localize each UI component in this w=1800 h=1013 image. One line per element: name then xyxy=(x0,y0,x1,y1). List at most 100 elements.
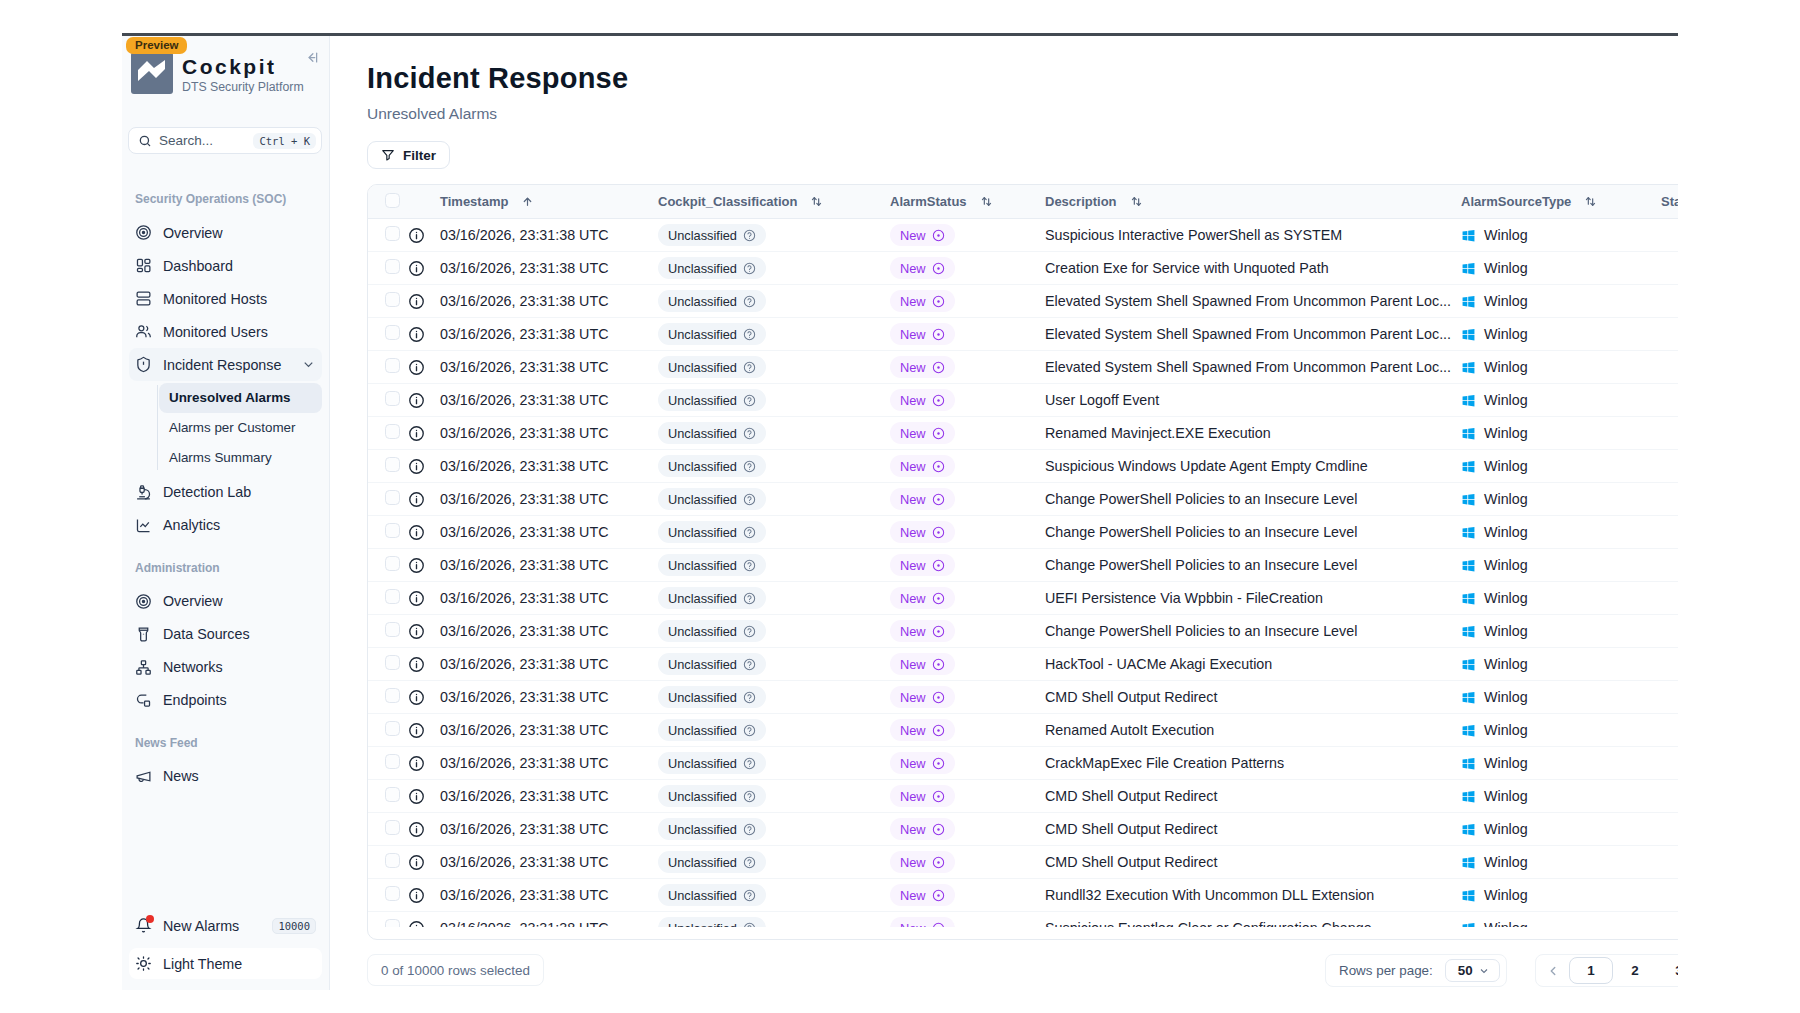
sidebar-item-news[interactable]: News xyxy=(129,760,322,793)
info-icon[interactable] xyxy=(408,854,425,871)
sidebar-item-incident-response[interactable]: Incident Response xyxy=(129,348,322,381)
row-checkbox[interactable] xyxy=(385,457,400,472)
filter-button[interactable]: Filter xyxy=(367,141,450,169)
row-checkbox[interactable] xyxy=(385,754,400,769)
page-button-2[interactable]: 2 xyxy=(1613,957,1657,984)
column-header-classification[interactable]: Cockpit_Classification xyxy=(658,194,890,209)
info-icon[interactable] xyxy=(408,788,425,805)
row-checkbox[interactable] xyxy=(385,853,400,868)
column-header-description[interactable]: Description xyxy=(1045,194,1461,209)
sidebar-subitem-alarms-per-customer[interactable]: Alarms per Customer xyxy=(159,413,322,443)
row-checkbox[interactable] xyxy=(385,688,400,703)
table-row[interactable]: 03/16/2026, 23:31:38 UTC Unclassified Ne… xyxy=(368,384,1678,417)
row-checkbox[interactable] xyxy=(385,787,400,802)
table-row[interactable]: 03/16/2026, 23:31:38 UTC Unclassified Ne… xyxy=(368,516,1678,549)
row-checkbox[interactable] xyxy=(385,655,400,670)
sidebar-item-data-sources[interactable]: Data Sources xyxy=(129,618,322,651)
sidebar-item-dashboard[interactable]: Dashboard xyxy=(129,249,322,282)
info-icon[interactable] xyxy=(408,392,425,409)
row-checkbox[interactable] xyxy=(385,886,400,901)
table-row[interactable]: 03/16/2026, 23:31:38 UTC Unclassified Ne… xyxy=(368,252,1678,285)
info-icon[interactable] xyxy=(408,722,425,739)
page-button-1[interactable]: 1 xyxy=(1569,957,1613,984)
theme-toggle-button[interactable]: Light Theme xyxy=(129,948,322,979)
info-icon[interactable] xyxy=(408,656,425,673)
row-checkbox[interactable] xyxy=(385,358,400,373)
table-row[interactable]: 03/16/2026, 23:31:38 UTC Unclassified Ne… xyxy=(368,483,1678,516)
sidebar-item-overview-soc[interactable]: Overview xyxy=(129,216,322,249)
info-icon[interactable] xyxy=(408,821,425,838)
info-icon[interactable] xyxy=(408,887,425,904)
info-icon[interactable] xyxy=(408,689,425,706)
row-checkbox[interactable] xyxy=(385,556,400,571)
sidebar-item-endpoints[interactable]: Endpoints xyxy=(129,684,322,717)
row-checkbox[interactable] xyxy=(385,589,400,604)
table-row[interactable]: 03/16/2026, 23:31:38 UTC Unclassified Ne… xyxy=(368,318,1678,351)
search-input[interactable]: Search... Ctrl + K xyxy=(128,127,322,154)
table-row[interactable]: 03/16/2026, 23:31:38 UTC Unclassified Ne… xyxy=(368,780,1678,813)
info-icon[interactable] xyxy=(408,326,425,343)
table-row[interactable]: 03/16/2026, 23:31:38 UTC Unclassified Ne… xyxy=(368,714,1678,747)
info-icon[interactable] xyxy=(408,359,425,376)
table-row[interactable]: 03/16/2026, 23:31:38 UTC Unclassified Ne… xyxy=(368,681,1678,714)
table-row[interactable]: 03/16/2026, 23:31:38 UTC Unclassified Ne… xyxy=(368,747,1678,780)
table-row[interactable]: 03/16/2026, 23:31:38 UTC Unclassified Ne… xyxy=(368,285,1678,318)
rows-per-page-select[interactable]: 50 xyxy=(1445,959,1500,982)
sidebar-item-monitored-hosts[interactable]: Monitored Hosts xyxy=(129,282,322,315)
row-checkbox[interactable] xyxy=(385,424,400,439)
sidebar-item-analytics[interactable]: Analytics xyxy=(129,509,322,542)
column-header-truncated[interactable]: Sta xyxy=(1661,194,1678,209)
select-all-checkbox[interactable] xyxy=(385,193,400,208)
sidebar-item-networks[interactable]: Networks xyxy=(129,651,322,684)
info-icon[interactable] xyxy=(408,458,425,475)
incident-response-children: Unresolved Alarms Alarms per Customer Al… xyxy=(129,383,322,472)
info-icon[interactable] xyxy=(408,557,425,574)
info-icon[interactable] xyxy=(408,260,425,277)
row-checkbox[interactable] xyxy=(385,490,400,505)
table-row[interactable]: 03/16/2026, 23:31:38 UTC Unclassified Ne… xyxy=(368,846,1678,879)
table-row[interactable]: 03/16/2026, 23:31:38 UTC Unclassified Ne… xyxy=(368,351,1678,384)
row-checkbox[interactable] xyxy=(385,226,400,241)
table-row[interactable]: 03/16/2026, 23:31:38 UTC Unclassified Ne… xyxy=(368,549,1678,582)
row-checkbox[interactable] xyxy=(385,622,400,637)
row-checkbox[interactable] xyxy=(385,259,400,274)
sidebar-item-overview-admin[interactable]: Overview xyxy=(129,585,322,618)
row-checkbox[interactable] xyxy=(385,820,400,835)
row-checkbox[interactable] xyxy=(385,721,400,736)
info-icon[interactable] xyxy=(408,590,425,607)
sidebar-item-detection-lab[interactable]: Detection Lab xyxy=(129,476,322,509)
table-row[interactable]: 03/16/2026, 23:31:38 UTC Unclassified Ne… xyxy=(368,582,1678,615)
table-row[interactable]: 03/16/2026, 23:31:38 UTC Unclassified Ne… xyxy=(368,219,1678,252)
sidebar-item-monitored-users[interactable]: Monitored Users xyxy=(129,315,322,348)
table-row[interactable]: 03/16/2026, 23:31:38 UTC Unclassified Ne… xyxy=(368,879,1678,912)
info-icon[interactable] xyxy=(408,524,425,541)
column-header-alarmstatus[interactable]: AlarmStatus xyxy=(890,194,1045,209)
info-icon[interactable] xyxy=(408,755,425,772)
info-icon[interactable] xyxy=(408,623,425,640)
table-row[interactable]: 03/16/2026, 23:31:38 UTC Unclassified Ne… xyxy=(368,615,1678,648)
table-row[interactable]: 03/16/2026, 23:31:38 UTC Unclassified Ne… xyxy=(368,417,1678,450)
info-icon[interactable] xyxy=(408,425,425,442)
previous-page-icon[interactable] xyxy=(1546,964,1560,978)
info-icon[interactable] xyxy=(408,491,425,508)
row-checkbox[interactable] xyxy=(385,523,400,538)
table-row[interactable]: 03/16/2026, 23:31:38 UTC Unclassified Ne… xyxy=(368,912,1678,927)
sidebar-subitem-alarms-summary[interactable]: Alarms Summary xyxy=(159,442,322,472)
row-checkbox[interactable] xyxy=(385,325,400,340)
column-header-timestamp[interactable]: Timestamp xyxy=(440,194,658,209)
column-header-alarmsourcetype[interactable]: AlarmSourceType xyxy=(1461,194,1661,209)
new-alarms-button[interactable]: New Alarms 10000 xyxy=(129,909,322,942)
info-icon[interactable] xyxy=(408,227,425,244)
status-label: New xyxy=(900,690,926,705)
info-icon[interactable] xyxy=(408,293,425,310)
table-row[interactable]: 03/16/2026, 23:31:38 UTC Unclassified Ne… xyxy=(368,813,1678,846)
table-row[interactable]: 03/16/2026, 23:31:38 UTC Unclassified Ne… xyxy=(368,450,1678,483)
row-checkbox[interactable] xyxy=(385,292,400,307)
row-checkbox[interactable] xyxy=(385,919,400,927)
collapse-sidebar-icon[interactable] xyxy=(306,50,321,65)
sidebar-subitem-unresolved-alarms[interactable]: Unresolved Alarms xyxy=(159,383,322,413)
page-button-3[interactable]: 3 xyxy=(1657,957,1678,984)
info-icon[interactable] xyxy=(408,920,425,928)
table-row[interactable]: 03/16/2026, 23:31:38 UTC Unclassified Ne… xyxy=(368,648,1678,681)
row-checkbox[interactable] xyxy=(385,391,400,406)
